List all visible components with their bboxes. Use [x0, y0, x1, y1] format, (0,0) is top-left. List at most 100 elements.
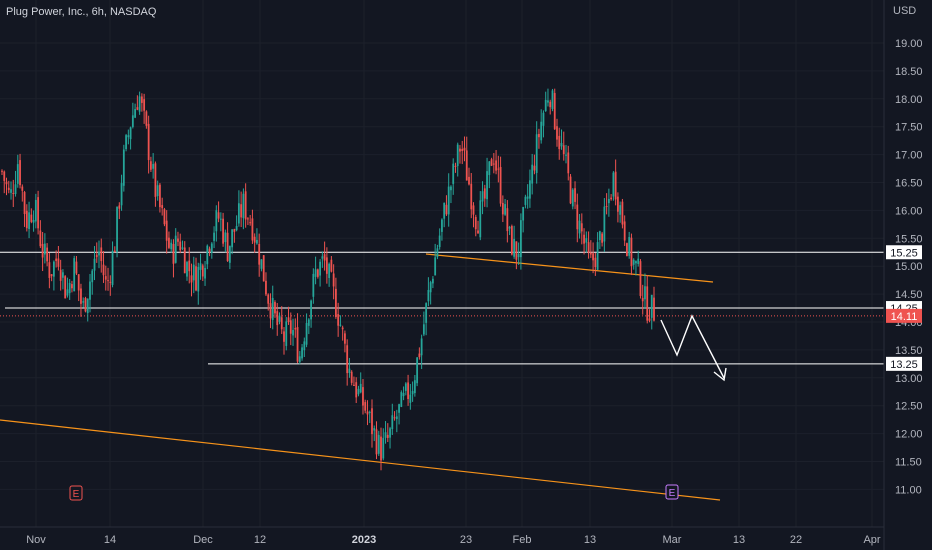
candle-body — [143, 99, 146, 111]
candle-body — [37, 197, 39, 229]
candle-body — [420, 338, 423, 356]
price-tick-label: 11.00 — [895, 484, 922, 496]
candle-body — [391, 415, 394, 430]
grid-lines — [0, 0, 884, 527]
candle-body — [301, 347, 303, 359]
candle-body — [91, 270, 94, 283]
price-tick-label: 18.00 — [895, 94, 923, 106]
candle-body — [497, 168, 500, 170]
candle-body — [350, 371, 353, 383]
price-tick-label: 11.50 — [895, 457, 922, 469]
candle-body — [339, 324, 342, 326]
candle-body — [486, 171, 488, 200]
candle-body — [107, 280, 109, 282]
candle-body — [583, 234, 585, 244]
candle-body — [556, 126, 558, 140]
candle-body — [46, 247, 49, 262]
candle-body — [163, 209, 166, 225]
candle-body — [549, 101, 552, 108]
candle-body — [195, 266, 197, 291]
candle-body — [601, 233, 604, 243]
candle-body — [280, 317, 283, 330]
candle-body — [465, 150, 468, 181]
candle-body — [427, 289, 430, 302]
candle-body — [359, 383, 362, 393]
candle-body — [553, 93, 556, 130]
candle-body — [334, 288, 337, 318]
candle-body — [418, 353, 421, 358]
candle-body — [619, 205, 622, 215]
candle-body — [316, 269, 319, 277]
candle-body — [274, 302, 276, 314]
price-tick-label: 15.00 — [895, 261, 923, 273]
candle-body — [71, 284, 73, 289]
price-tick-label: 17.50 — [895, 122, 923, 134]
candle-body — [632, 259, 635, 265]
time-tick-label: Mar — [663, 534, 682, 546]
candle-body — [589, 252, 592, 255]
candle-body — [585, 238, 588, 243]
candle-body — [95, 254, 98, 258]
time-tick-label: 22 — [790, 534, 802, 546]
candle-body — [574, 188, 576, 202]
candle-body — [174, 235, 177, 263]
candle-body — [34, 199, 37, 222]
candle-body — [483, 188, 486, 199]
candle-body — [39, 230, 42, 247]
candle-body — [224, 232, 227, 243]
currency-label: USD — [893, 5, 916, 17]
candle-body — [77, 274, 80, 291]
candle-body — [560, 143, 563, 147]
time-tick-label: Nov — [26, 534, 46, 546]
candle-body — [398, 404, 400, 413]
candle-body — [499, 167, 502, 204]
candle-body — [136, 107, 139, 110]
time-tick-label: 2023 — [352, 534, 376, 546]
candle-body — [432, 278, 434, 284]
candle-body — [551, 90, 554, 109]
upper-orange-trendline — [425, 253, 714, 283]
candle-body — [515, 241, 518, 260]
level-price-tag — [886, 245, 922, 260]
candle-body — [479, 200, 482, 238]
candle-body — [102, 264, 105, 276]
candle-body — [134, 109, 137, 118]
candle-body — [116, 206, 118, 252]
candle-body — [490, 159, 493, 166]
candle-body — [547, 100, 549, 103]
candle-body — [587, 242, 590, 253]
candle-body — [113, 250, 116, 253]
candle-body — [12, 192, 15, 194]
level-price-text: 15.25 — [890, 247, 918, 259]
candle-body — [260, 259, 263, 269]
candle-body — [623, 221, 626, 241]
candle-body — [404, 383, 407, 391]
candle-body — [244, 191, 247, 220]
candle-body — [389, 428, 391, 438]
candle-body — [237, 203, 240, 224]
candle-body — [19, 160, 21, 186]
candle-body — [621, 201, 624, 225]
candle-body — [481, 191, 484, 202]
candle-body — [100, 247, 103, 262]
time-tick-label: Feb — [513, 534, 532, 546]
candle-body — [55, 258, 58, 261]
candle-body — [3, 171, 6, 181]
candle-body — [235, 226, 238, 231]
candle-body — [312, 273, 315, 297]
candle-body — [10, 189, 12, 193]
earnings-marker-icon[interactable] — [665, 484, 679, 500]
candle-body — [598, 231, 601, 241]
candle-body — [240, 204, 243, 218]
candle-body — [140, 96, 143, 103]
candle-body — [434, 257, 437, 276]
candle-body — [344, 333, 346, 344]
candle-body — [177, 238, 179, 242]
candle-body — [492, 163, 495, 165]
earnings-marker-icon[interactable] — [69, 485, 83, 501]
candle-body — [310, 300, 312, 320]
candle-body — [93, 258, 96, 271]
